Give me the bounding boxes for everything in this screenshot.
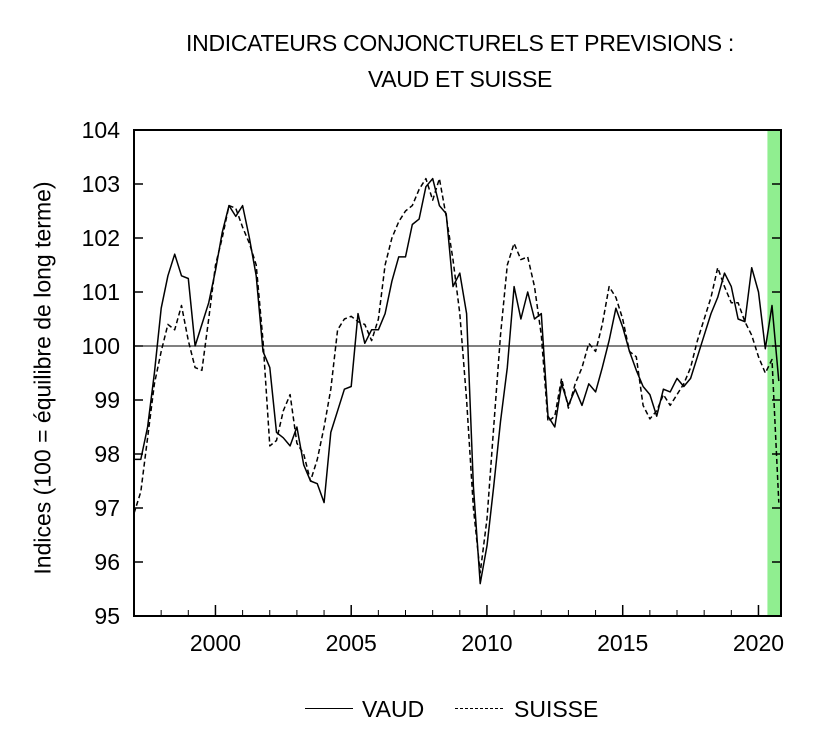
x-tick-label-2015: 2015 <box>597 630 648 656</box>
y-tick-label-100: 100 <box>82 333 120 359</box>
x-tick-label-2005: 2005 <box>326 630 377 656</box>
x-tick-label-2010: 2010 <box>461 630 512 656</box>
chart-legend: VAUD SUISSE <box>0 696 820 722</box>
series-line-vaud <box>134 177 780 585</box>
y-tick-label-104: 104 <box>82 117 121 143</box>
plot-frame <box>133 129 782 617</box>
legend-label-vaud: VAUD <box>362 696 425 722</box>
y-tick-label-98: 98 <box>94 441 120 467</box>
legend-swatch-vaud <box>305 708 353 709</box>
x-tick-label-2020: 2020 <box>733 630 784 656</box>
y-tick-label-99: 99 <box>94 387 120 413</box>
legend-swatch-suisse <box>455 708 503 709</box>
y-tick-label-97: 97 <box>94 495 120 521</box>
y-tick-label-96: 96 <box>94 549 120 575</box>
legend-label-suisse: SUISSE <box>514 696 599 722</box>
y-tick-label-102: 102 <box>82 225 120 251</box>
forecast-band <box>767 130 781 616</box>
y-tick-label-103: 103 <box>82 171 120 197</box>
y-tick-label-95: 95 <box>94 603 120 629</box>
y-tick-label-101: 101 <box>82 279 120 305</box>
series-line-suisse <box>133 177 780 574</box>
chart-title: INDICATEURS CONJONCTURELS ET PREVISIONS … <box>186 30 734 56</box>
chart-subtitle: VAUD ET SUISSE <box>367 66 553 92</box>
x-tick-label-2000: 2000 <box>190 630 241 656</box>
